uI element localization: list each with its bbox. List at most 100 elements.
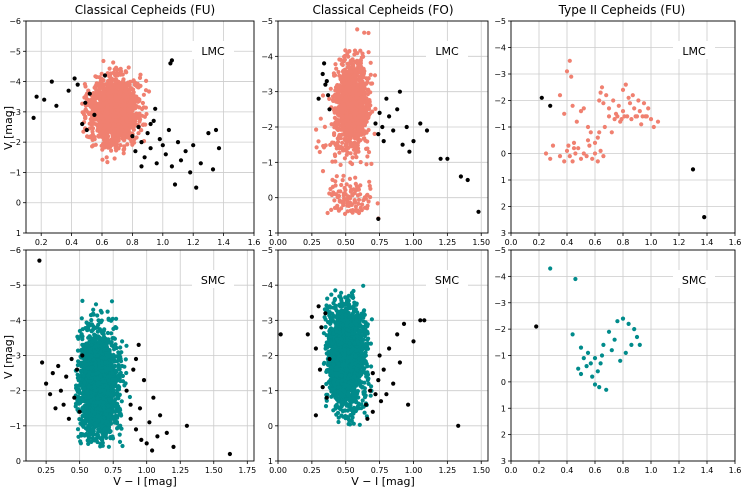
data-point <box>153 106 158 111</box>
data-point <box>124 116 129 121</box>
data-point <box>364 146 369 151</box>
data-point <box>118 69 124 74</box>
data-point <box>130 140 135 145</box>
data-point <box>115 393 120 398</box>
data-point <box>326 93 331 98</box>
data-point <box>380 124 385 130</box>
data-point <box>116 138 121 143</box>
data-point <box>322 124 327 129</box>
data-point <box>557 154 563 159</box>
data-point <box>336 69 341 75</box>
data-point <box>117 94 122 99</box>
data-point <box>141 92 146 97</box>
data-point <box>347 49 352 54</box>
panel-r0-c0: 0.2 0.4 0.6 0.8 1.0 1.2 1.4 1.610−1−2−3−4−5−6LM… <box>9 17 260 247</box>
data-point <box>113 94 118 99</box>
data-point <box>597 130 602 135</box>
data-point <box>616 103 621 108</box>
data-point <box>103 134 108 139</box>
data-point <box>101 101 106 106</box>
x-tick-label: 0.50 <box>337 238 355 247</box>
data-point <box>350 161 355 167</box>
x-tick-label: 1.4 <box>701 238 714 247</box>
x-tick-label: 1.0 <box>156 238 169 247</box>
data-point <box>128 113 133 119</box>
data-point <box>132 119 137 124</box>
panel-label: LMC <box>201 45 225 58</box>
data-point <box>348 114 353 120</box>
data-point <box>107 66 112 71</box>
data-point <box>360 51 365 56</box>
data-point <box>336 189 341 194</box>
data-point <box>108 71 113 76</box>
data-point <box>333 106 338 111</box>
data-point <box>113 83 118 88</box>
data-point <box>335 143 340 148</box>
data-point <box>348 131 353 136</box>
y-tick-label: −1 <box>261 158 273 167</box>
points-group <box>31 58 222 190</box>
data-point <box>119 99 124 104</box>
data-point <box>362 92 367 97</box>
data-point <box>96 103 101 108</box>
data-point <box>106 337 111 342</box>
data-point <box>115 79 120 84</box>
x-tick-label: 0.6 <box>96 238 109 247</box>
data-point <box>109 141 114 146</box>
data-point <box>206 131 211 136</box>
data-point <box>356 197 362 202</box>
data-point <box>140 100 145 106</box>
data-point <box>140 113 145 118</box>
y-tick-label: −5 <box>494 17 506 26</box>
data-point <box>325 210 330 216</box>
data-point <box>110 132 115 137</box>
data-point <box>76 359 81 364</box>
data-point <box>142 155 147 160</box>
data-point <box>87 91 92 96</box>
data-point <box>601 154 606 159</box>
data-point <box>98 328 103 333</box>
data-point <box>327 107 332 112</box>
data-point <box>588 130 593 135</box>
data-point <box>337 97 342 102</box>
data-point <box>49 79 54 84</box>
data-point <box>323 143 328 148</box>
data-point <box>131 87 136 92</box>
data-point <box>163 152 168 157</box>
data-point <box>97 97 102 102</box>
data-point <box>598 148 603 153</box>
data-point <box>354 88 359 93</box>
data-point <box>611 98 616 103</box>
data-point <box>571 146 577 151</box>
x-tick-label: 0.0 <box>505 238 518 247</box>
data-point <box>362 195 367 200</box>
data-point <box>81 129 86 134</box>
y-tick-label: −5 <box>9 47 21 56</box>
data-point <box>120 443 125 449</box>
data-point <box>134 135 139 140</box>
data-point <box>344 114 349 119</box>
y-tick-label: −4 <box>494 44 506 53</box>
data-point <box>599 85 605 90</box>
panel-r0-c2: 0.0 0.2 0.4 0.6 0.8 1.0 1.2 1.4 1.63210−1−2−3−4−… <box>494 17 741 247</box>
data-point <box>602 124 607 130</box>
data-point <box>169 164 174 169</box>
data-point <box>606 114 612 119</box>
data-point <box>358 113 363 118</box>
data-point <box>94 122 100 127</box>
data-point <box>128 136 133 142</box>
data-point <box>702 215 707 220</box>
data-point <box>116 404 121 409</box>
data-point <box>113 118 118 124</box>
data-point <box>136 131 141 136</box>
data-point <box>587 143 592 148</box>
data-point <box>130 134 135 139</box>
data-point <box>344 97 349 102</box>
x-tick-label: 1.6 <box>729 238 742 247</box>
data-point <box>368 72 373 77</box>
y-tick-label: 2 <box>501 203 506 212</box>
data-point <box>648 117 654 122</box>
data-point <box>103 432 108 437</box>
data-point <box>101 97 106 102</box>
data-point <box>354 101 359 106</box>
